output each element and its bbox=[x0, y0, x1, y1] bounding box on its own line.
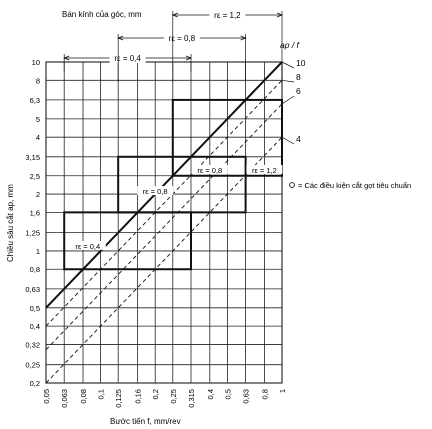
y-tick-label: 4 bbox=[36, 133, 40, 142]
ratio-line bbox=[45, 103, 283, 351]
x-tick-label: 0,25 bbox=[169, 389, 178, 404]
bracket-arrow bbox=[63, 55, 70, 61]
y-tick-label: 8 bbox=[36, 76, 40, 85]
x-tick-label: 0,4 bbox=[206, 389, 215, 399]
x-axis-label: Bước tiến f, mm/rev bbox=[110, 417, 181, 426]
y-tick-label: 5 bbox=[36, 115, 40, 124]
legend-marker bbox=[289, 182, 295, 188]
ratio-line bbox=[45, 79, 283, 327]
y-tick-label: 2,5 bbox=[30, 172, 40, 181]
x-tick-label: 0,08 bbox=[79, 389, 88, 404]
ratio-leader bbox=[281, 61, 295, 69]
ratio-title: ap / f bbox=[280, 40, 301, 50]
x-tick-label: 0,8 bbox=[260, 389, 269, 399]
x-tick-label: 0,63 bbox=[242, 389, 251, 404]
grid bbox=[45, 61, 283, 384]
x-tick-label: 0,05 bbox=[42, 389, 51, 404]
bracket-label-bg bbox=[209, 9, 246, 20]
x-tick-label: 0,16 bbox=[134, 389, 143, 404]
y-tick-label: 0,5 bbox=[30, 304, 40, 313]
bracket-arrow bbox=[171, 12, 178, 18]
inner-region-label: rε = 0,4 bbox=[75, 242, 100, 251]
x-tick-label: 1 bbox=[278, 389, 287, 393]
y-axis-label: Chiều sâu cắt ap, mm bbox=[6, 184, 15, 262]
bracket-arrow bbox=[276, 12, 284, 18]
inner-label-bg bbox=[137, 186, 174, 196]
y-tick-label: 6,3 bbox=[30, 96, 40, 105]
inner-region-label: rε = 1,2 bbox=[252, 166, 277, 175]
bracket-arrow bbox=[240, 35, 247, 41]
ratio-line bbox=[45, 61, 283, 309]
y-tick-label: 10 bbox=[32, 58, 40, 67]
y-tick-label: 0,63 bbox=[25, 285, 40, 294]
ratio-lines: 10 8 6 4 bbox=[45, 58, 306, 384]
y-tick-label: 0,8 bbox=[30, 265, 40, 274]
bracket-label-bg bbox=[163, 32, 200, 43]
legend-note: = Các điều kiện cắt gọt tiêu chuẩn bbox=[298, 181, 411, 190]
inner-label-bg bbox=[191, 164, 228, 174]
region-box bbox=[171, 98, 284, 177]
x-tick-label: 0,5 bbox=[223, 389, 232, 399]
operating-regions: rε = 0,4 rε = 0,8 rε = 0,8 rε = 1,2 bbox=[63, 98, 284, 271]
y-tick-label: 0,25 bbox=[25, 361, 40, 370]
ratio-leader bbox=[281, 136, 295, 145]
axis-ticks: 10 8 6,3 5 4 3,15 2,5 2 1,6 1,25 1 0,8 0,63 0,5 0,4 0,3… bbox=[25, 58, 287, 408]
ratio-label: 6 bbox=[296, 86, 301, 96]
y-tick-label: 3,15 bbox=[25, 153, 40, 162]
bracket-arrow bbox=[117, 35, 124, 41]
bracket-arrow bbox=[185, 55, 193, 61]
inner-region-label: rε = 0,8 bbox=[197, 166, 222, 175]
inner-label-bg bbox=[69, 240, 106, 250]
ratio-leader bbox=[281, 79, 295, 83]
inner-region-label: rε = 0,8 bbox=[143, 187, 168, 196]
ratio-label: 8 bbox=[296, 72, 301, 82]
x-tick-label: 0,2 bbox=[151, 389, 160, 399]
y-tick-label: 2 bbox=[36, 190, 40, 199]
plot-frame bbox=[45, 61, 283, 384]
ratio-leader bbox=[281, 95, 295, 105]
bracket-label-bg bbox=[109, 52, 146, 63]
y-tick-label: 0,4 bbox=[30, 322, 40, 331]
ratio-label: 10 bbox=[296, 58, 306, 68]
region-box bbox=[117, 155, 247, 214]
y-tick-label: 1,25 bbox=[25, 229, 40, 238]
bracket-label: rε = 0,4 bbox=[114, 54, 141, 63]
x-tick-label: 0,125 bbox=[114, 389, 123, 408]
chart-title: Bán kính của góc, mm bbox=[62, 10, 142, 19]
x-tick-label: 0,063 bbox=[60, 389, 69, 408]
nose-radius-brackets: rε = 0,4 rε = 0,8 rε = 1,2 bbox=[63, 9, 284, 82]
inner-label-bg bbox=[246, 164, 283, 174]
y-tick-label: 1 bbox=[36, 247, 40, 256]
y-tick-label: 0,32 bbox=[25, 340, 40, 349]
bracket-label: rε = 0,8 bbox=[169, 34, 196, 43]
bracket-label: rε = 1,2 bbox=[214, 11, 241, 20]
ratio-label: 4 bbox=[296, 134, 301, 144]
y-tick-label: 0,2 bbox=[30, 379, 40, 388]
x-tick-label: 0,1 bbox=[97, 389, 106, 399]
ratio-line bbox=[45, 136, 283, 384]
y-tick-label: 1,6 bbox=[30, 208, 40, 217]
x-tick-label: 0,315 bbox=[187, 389, 196, 408]
